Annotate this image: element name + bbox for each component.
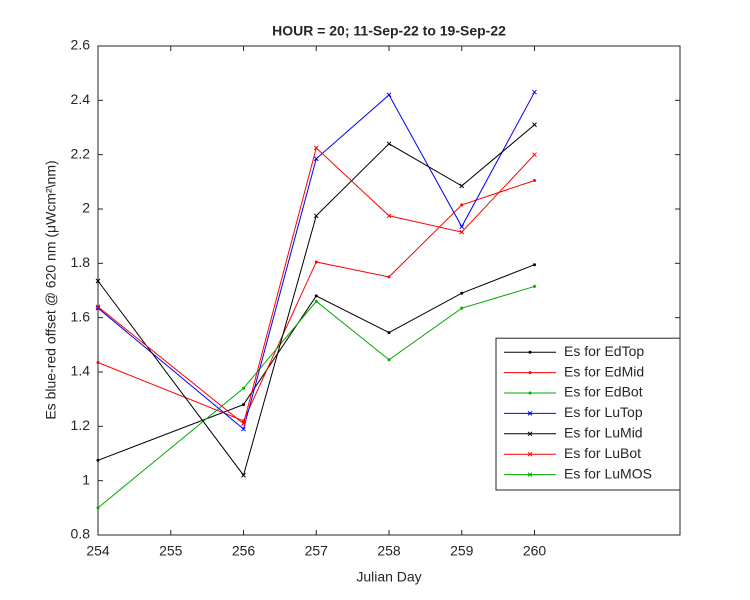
marker <box>532 122 537 128</box>
y-tick-label: 2.4 <box>71 91 91 107</box>
x-tick-label: 257 <box>305 543 329 559</box>
legend-box <box>495 337 681 491</box>
y-tick-label: 2.2 <box>71 145 91 161</box>
x-tick-label: 254 <box>86 543 110 559</box>
series-line <box>97 124 535 477</box>
marker <box>386 213 392 219</box>
series-line <box>97 146 535 425</box>
series-line <box>97 91 535 430</box>
marker <box>314 294 318 298</box>
marker <box>527 431 533 437</box>
x-tick-label: 259 <box>450 543 474 559</box>
marker <box>459 229 465 235</box>
marker <box>242 403 245 407</box>
legend-label: Es for LuMOS <box>564 465 652 481</box>
marker <box>96 506 100 510</box>
series-line <box>97 264 535 461</box>
marker <box>459 224 465 230</box>
marker <box>313 213 319 219</box>
x-tick-label: 255 <box>159 543 183 559</box>
legend-label: Es for EdMid <box>564 363 644 379</box>
y-tick-label: 2 <box>82 200 90 216</box>
marker <box>313 156 319 162</box>
marker <box>527 451 533 457</box>
marker <box>533 178 536 182</box>
marker <box>387 275 391 279</box>
marker <box>528 391 532 395</box>
marker <box>387 331 391 335</box>
marker <box>460 306 464 310</box>
y-tick-label: 2.6 <box>71 37 91 53</box>
x-tick-label: 260 <box>523 543 547 559</box>
marker <box>95 305 101 311</box>
x-axis-label: Julian Day <box>356 569 421 585</box>
marker <box>460 291 464 295</box>
chart-title: HOUR = 20; 11-Sep-22 to 19-Sep-22 <box>272 23 506 39</box>
y-tick-label: 0.8 <box>71 526 91 542</box>
marker <box>241 426 246 432</box>
marker <box>313 145 319 151</box>
marker <box>314 299 318 303</box>
marker <box>386 92 392 98</box>
marker <box>532 89 537 95</box>
marker <box>386 141 392 147</box>
marker <box>528 350 532 354</box>
marker <box>241 472 246 478</box>
marker <box>527 411 533 416</box>
marker <box>242 386 245 390</box>
y-axis-label: Es blue-red offset @ 620 nm (μWcm²\nm) <box>43 160 59 419</box>
marker <box>314 260 318 264</box>
marker <box>96 458 100 462</box>
marker <box>527 472 533 477</box>
y-tick-label: 1.8 <box>71 254 91 270</box>
marker <box>241 421 246 426</box>
marker <box>387 358 391 362</box>
marker <box>460 203 464 207</box>
marker <box>533 263 536 267</box>
marker <box>533 284 536 288</box>
series-line <box>97 180 535 422</box>
legend-label: Es for LuTop <box>564 404 643 420</box>
legend-label: Es for LuMid <box>564 425 643 441</box>
marker <box>532 152 537 158</box>
x-tick-label: 258 <box>377 543 401 559</box>
series-line <box>97 285 535 509</box>
y-tick-label: 1.4 <box>71 363 91 379</box>
y-tick-label: 1 <box>82 471 90 487</box>
legend-label: Es for EdBot <box>564 384 643 400</box>
legend-label: Es for EdTop <box>564 343 644 359</box>
marker <box>528 371 532 375</box>
marker <box>95 278 101 284</box>
marker <box>459 183 465 189</box>
marker <box>95 304 101 310</box>
y-tick-label: 1.6 <box>71 308 91 324</box>
legend-label: Es for LuBot <box>564 445 641 461</box>
y-tick-label: 1.2 <box>71 417 91 433</box>
marker <box>96 360 100 364</box>
x-tick-label: 256 <box>232 543 256 559</box>
